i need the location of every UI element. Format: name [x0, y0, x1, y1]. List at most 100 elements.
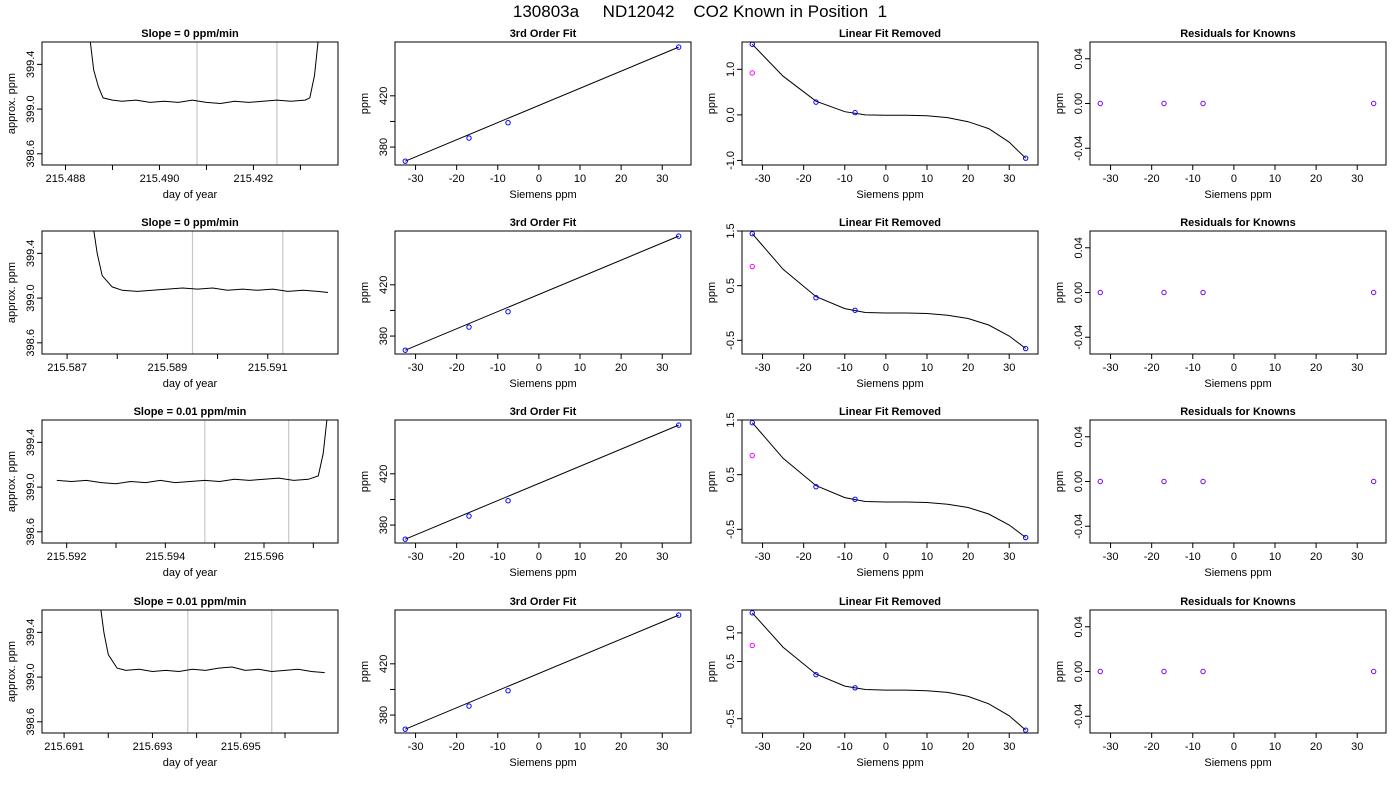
data-point — [402, 347, 408, 353]
x-tick-label: 30 — [1003, 741, 1015, 753]
y-tick-label: 0.04 — [1073, 426, 1085, 447]
plot-area — [402, 233, 682, 353]
y-tick-label: 399.0 — [25, 663, 37, 691]
data-point — [749, 610, 755, 616]
y-axis-label: approx. ppm — [6, 262, 18, 323]
series-line — [100, 610, 325, 674]
x-tick-label: 30 — [1351, 173, 1363, 185]
x-tick-label: -20 — [796, 173, 812, 185]
data-point — [1161, 668, 1167, 675]
plot-area — [749, 420, 1029, 541]
data-point — [1161, 478, 1167, 485]
y-tick-label: 380 — [378, 516, 390, 534]
plot-area — [402, 422, 682, 542]
x-tick-label: 10 — [921, 173, 933, 185]
plot-frame — [1089, 230, 1387, 355]
panel-2-3: Linear Fit Removed -30 -20 -10 0 10 20 30 -0.5 0.… — [706, 217, 1039, 390]
plot-area — [89, 42, 319, 105]
x-tick-label: -10 — [837, 741, 853, 753]
plot-frame — [394, 230, 692, 355]
data-point — [813, 483, 819, 490]
panel-4-4: Residuals for Knowns -30 -20 -10 0 10 20 30 -0.0… — [1054, 596, 1387, 769]
x-tick-label: -20 — [449, 362, 465, 374]
data-point — [1370, 289, 1377, 296]
panel-3-1: Slope = 0.01 ppm/min 215.592 215.594 215.59… — [6, 406, 339, 579]
x-tick-label: 30 — [656, 741, 668, 753]
y-tick-label: 0.04 — [1073, 616, 1085, 637]
panel-title: Residuals for Knowns — [1180, 217, 1296, 229]
fit-curve — [751, 422, 1027, 538]
x-tick-label: 215.594 — [145, 551, 185, 563]
x-tick-label: -10 — [1185, 173, 1201, 185]
y-axis-label: ppm — [359, 471, 371, 492]
y-tick-label: 0.04 — [1073, 48, 1085, 69]
x-axis-label: day of year — [163, 189, 218, 201]
plot-area — [93, 231, 329, 293]
x-tick-label: -10 — [837, 173, 853, 185]
reference-point — [749, 263, 755, 270]
y-tick-label: 1.0 — [725, 625, 737, 640]
plot-frame — [741, 230, 1039, 355]
x-tick-label: 30 — [1003, 362, 1015, 374]
panel-2-4: Residuals for Knowns -30 -20 -10 0 10 20 30 -0.0… — [1054, 217, 1387, 390]
data-point — [1161, 289, 1167, 296]
data-point — [1097, 100, 1103, 107]
x-tick-label: 20 — [1310, 173, 1322, 185]
x-tick-label: 10 — [1269, 362, 1281, 374]
y-tick-label: 399.0 — [25, 95, 37, 123]
series-line — [89, 42, 319, 105]
data-point — [1370, 478, 1377, 485]
y-tick-label: 0.5 — [725, 467, 737, 482]
x-tick-label: 30 — [1003, 173, 1015, 185]
reference-point — [749, 452, 755, 459]
panel-title: Linear Fit Removed — [839, 217, 941, 229]
x-tick-label: 20 — [615, 551, 627, 563]
x-tick-label: 0 — [536, 173, 542, 185]
data-point — [813, 294, 819, 301]
x-tick-label: 0 — [536, 362, 542, 374]
data-point — [675, 44, 682, 50]
y-tick-label: 1.5 — [725, 412, 737, 427]
x-tick-label: 0 — [1231, 741, 1237, 753]
x-tick-label: 215.691 — [44, 741, 84, 753]
data-point — [505, 309, 511, 315]
x-tick-label: 215.592 — [47, 551, 87, 563]
x-tick-label: -10 — [490, 741, 506, 753]
data-point — [402, 536, 408, 542]
x-tick-label: 0 — [536, 741, 542, 753]
plot-area — [1097, 668, 1377, 675]
x-tick-label: 30 — [1351, 551, 1363, 563]
data-point — [402, 158, 408, 164]
plot-frame — [741, 419, 1039, 544]
panel-title: Residuals for Knowns — [1180, 406, 1296, 418]
y-axis-label: approx. ppm — [6, 451, 18, 512]
y-tick-label: 0.0 — [725, 107, 737, 122]
plot-area — [749, 231, 1029, 352]
x-tick-label: 0 — [883, 741, 889, 753]
x-tick-label: 10 — [574, 551, 586, 563]
x-tick-label: 215.693 — [133, 741, 173, 753]
x-tick-label: -20 — [1144, 551, 1160, 563]
panel-title: Linear Fit Removed — [839, 406, 941, 418]
x-tick-label: -10 — [837, 551, 853, 563]
data-point — [1200, 289, 1206, 296]
fit-line — [405, 424, 679, 540]
y-axis-label: ppm — [706, 471, 718, 492]
x-tick-label: -30 — [755, 741, 771, 753]
data-point — [1022, 534, 1029, 541]
x-axis-label: Siemens ppm — [856, 757, 923, 769]
x-tick-label: 10 — [921, 551, 933, 563]
x-axis-label: Siemens ppm — [509, 189, 576, 201]
panel-title: Slope = 0.01 ppm/min — [134, 596, 247, 608]
x-tick-label: 20 — [1310, 741, 1322, 753]
x-tick-label: 10 — [574, 173, 586, 185]
plot-frame — [394, 609, 692, 734]
plot-frame — [41, 230, 339, 355]
plot-frame — [1089, 41, 1387, 166]
panel-title: 3rd Order Fit — [510, 28, 577, 40]
panel-3-3: Linear Fit Removed -30 -20 -10 0 10 20 30 -0.5 0.… — [706, 406, 1039, 579]
panel-4-2: 3rd Order Fit -30 -20 -10 0 10 20 30 380 420 Sieme… — [359, 596, 692, 769]
data-point — [675, 612, 682, 618]
y-axis-label: ppm — [1054, 282, 1066, 303]
plot-frame — [741, 609, 1039, 734]
